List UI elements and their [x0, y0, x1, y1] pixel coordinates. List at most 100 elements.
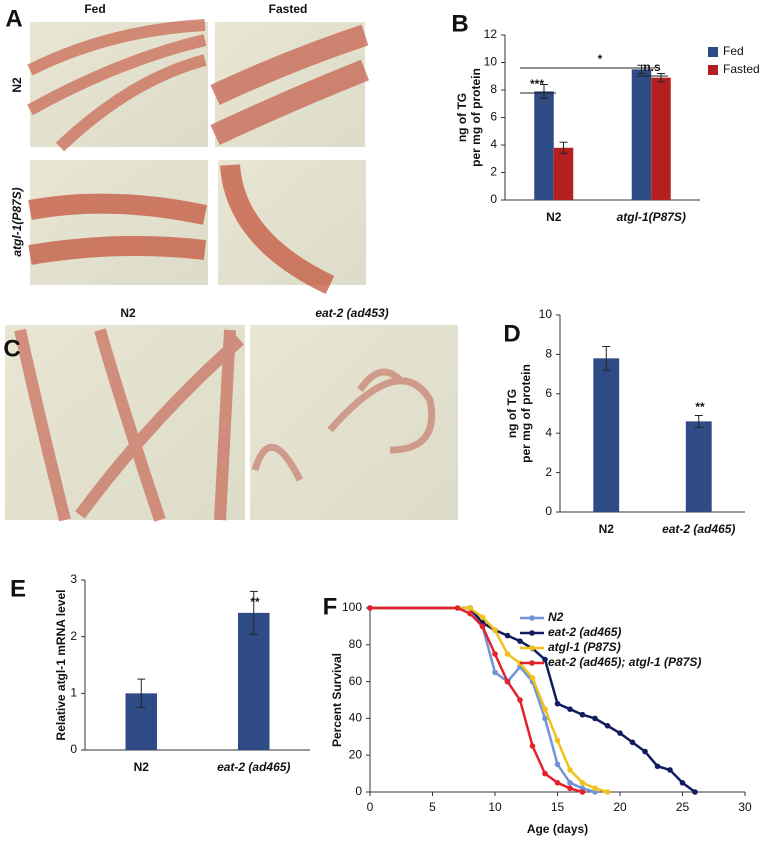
- significance-label: *: [598, 52, 603, 66]
- point: [667, 767, 673, 773]
- point: [454, 605, 461, 611]
- error-bar: [602, 346, 611, 371]
- point: [642, 748, 648, 755]
- legend-marker: [529, 645, 535, 651]
- worm: [27, 19, 207, 152]
- y-tick-label: 4: [490, 137, 497, 151]
- point: [479, 614, 486, 620]
- point: [567, 785, 573, 792]
- x-tick-label: atgl-1(P87S): [617, 210, 686, 224]
- legend-label: eat-2 (ad465); atgl-1 (P87S): [548, 655, 701, 669]
- legend-label: Fed: [723, 44, 744, 58]
- error-bar: [137, 678, 146, 708]
- y-tick-label: 100: [342, 600, 362, 614]
- point: [504, 632, 511, 639]
- point: [567, 780, 573, 786]
- significance-label: **: [695, 400, 705, 414]
- x-tick-label: 0: [367, 800, 374, 814]
- y-axis-label: per mg of protein: [469, 68, 483, 167]
- legend-swatch: [708, 65, 718, 75]
- bar: [238, 612, 270, 750]
- point: [604, 789, 611, 795]
- point: [542, 770, 548, 777]
- y-tick-label: 3: [70, 572, 77, 586]
- legend-label: Fasted: [723, 62, 760, 76]
- bar: [593, 358, 620, 512]
- micrograph: [30, 160, 208, 285]
- x-tick-label: eat-2 (ad465): [662, 522, 735, 536]
- legend-label: N2: [548, 610, 564, 624]
- y-axis-label: Percent Survival: [330, 653, 344, 747]
- point: [692, 789, 698, 795]
- point: [567, 706, 573, 712]
- panel-letter: F: [323, 593, 338, 620]
- x-tick-label: N2: [546, 210, 562, 224]
- micrograph: [250, 325, 458, 520]
- x-tick-label: 20: [613, 800, 627, 814]
- significance-label: n.s: [643, 60, 661, 74]
- x-tick-label: N2: [134, 760, 150, 774]
- micrographs-a: [27, 19, 370, 295]
- x-tick-label: 30: [738, 800, 752, 814]
- panel-letter: A: [5, 5, 22, 32]
- column-label: N2: [120, 306, 136, 320]
- point: [517, 697, 523, 703]
- error-bar: [637, 64, 646, 74]
- y-tick-label: 20: [349, 747, 363, 761]
- y-tick-label: 60: [349, 674, 363, 688]
- y-tick-label: 4: [545, 425, 552, 439]
- y-tick-label: 2: [70, 629, 77, 643]
- y-axis-label: ng of TG: [455, 93, 469, 142]
- point: [567, 767, 573, 773]
- y-tick-label: 8: [545, 347, 552, 361]
- column-label: Fasted: [269, 2, 308, 16]
- point: [629, 739, 636, 746]
- error-bar: [559, 141, 568, 154]
- error-bar: [249, 590, 258, 635]
- point: [604, 722, 611, 729]
- legend-marker: [529, 615, 535, 621]
- point: [579, 780, 586, 786]
- error-bar: [657, 73, 665, 83]
- micrographs-c: [5, 325, 458, 522]
- bar: [534, 91, 554, 200]
- panel-letter: C: [3, 335, 20, 362]
- point: [467, 610, 473, 617]
- y-axis-label: ng of TG: [505, 389, 519, 438]
- column-label: eat-2 (ad453): [315, 306, 388, 320]
- worm: [210, 24, 370, 145]
- point: [579, 711, 586, 718]
- y-tick-label: 2: [545, 465, 552, 479]
- y-tick-label: 8: [490, 82, 497, 96]
- x-axis-label: Age (days): [527, 822, 588, 836]
- panel-letter: E: [10, 575, 26, 602]
- x-tick-label: 10: [488, 800, 502, 814]
- bar: [553, 147, 574, 200]
- worm: [28, 193, 208, 265]
- y-tick-label: 0: [70, 742, 77, 756]
- error-bar: [540, 84, 548, 99]
- x-tick-label: eat-2 (ad465): [217, 760, 290, 774]
- error-bar: [694, 414, 703, 428]
- point: [367, 605, 373, 611]
- point: [542, 656, 548, 663]
- point: [529, 675, 536, 681]
- point: [554, 737, 561, 744]
- y-tick-label: 80: [349, 637, 363, 651]
- bar: [651, 77, 671, 200]
- significance-label: **: [250, 595, 260, 609]
- point: [479, 623, 486, 630]
- point: [504, 651, 511, 657]
- y-tick-label: 10: [484, 55, 498, 69]
- row-label: atgl-1(P87S): [10, 187, 24, 256]
- column-label: Fed: [84, 2, 105, 16]
- legend-marker: [529, 660, 535, 666]
- x-tick-label: 25: [676, 800, 690, 814]
- point: [529, 743, 536, 749]
- y-tick-label: 0: [545, 504, 552, 518]
- point: [554, 761, 561, 768]
- worm: [14, 328, 244, 522]
- y-tick-label: 10: [539, 307, 553, 321]
- worm: [220, 164, 335, 295]
